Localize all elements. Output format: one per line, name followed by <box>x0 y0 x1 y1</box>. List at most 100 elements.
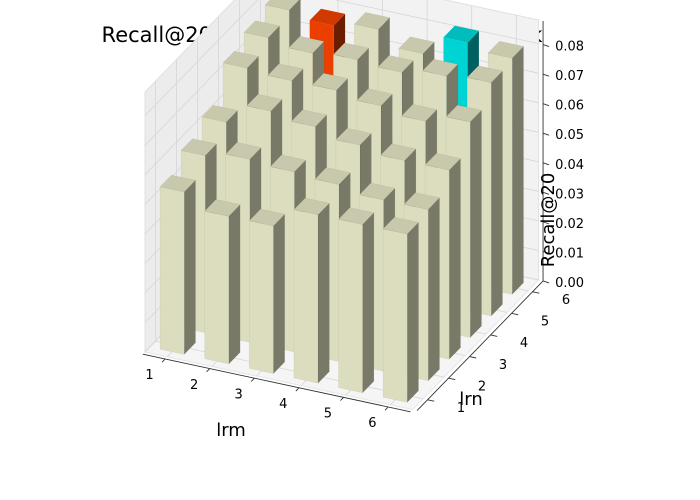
x-axis-label: lrm <box>216 420 246 441</box>
z-tick-mark <box>542 44 550 48</box>
z-tick-mark <box>542 132 550 136</box>
z-tick-mark <box>542 250 550 254</box>
bar-top-face <box>443 25 479 43</box>
axes <box>142 20 550 413</box>
y-tick-label: 6 <box>562 293 570 308</box>
bar-top-face <box>225 142 262 160</box>
x-tick-label: 6 <box>368 416 376 431</box>
x-tick-label: 4 <box>279 397 287 412</box>
bar-top-face <box>487 40 524 59</box>
bar-top-face <box>264 0 300 11</box>
bar-top-face <box>180 138 217 156</box>
bar-top-face <box>403 192 440 210</box>
z-axis-label: Recall@20 <box>538 173 559 268</box>
bar-top-face <box>422 58 459 77</box>
bar-front-face <box>382 228 408 403</box>
bar-front-face <box>293 209 319 384</box>
bar-side-face <box>469 109 482 339</box>
x-tick-label: 2 <box>190 378 198 393</box>
bar <box>382 216 419 404</box>
x-tick-mark <box>250 377 255 382</box>
z-tick-label: 0.05 <box>555 128 584 143</box>
bar <box>159 174 196 356</box>
bar-top-face <box>201 105 238 123</box>
bar-top-face <box>222 50 259 69</box>
z-tick-label: 0.01 <box>555 246 584 261</box>
bar <box>293 197 330 384</box>
bar-top-face <box>311 73 349 91</box>
y-tick-label: 2 <box>478 379 486 394</box>
x-axis-line <box>142 353 411 413</box>
bar-top-face <box>248 208 286 227</box>
bar-top-face <box>353 12 391 30</box>
bar-top-face <box>332 42 370 60</box>
bar-top-face <box>204 199 241 217</box>
bar-top-face <box>338 207 375 225</box>
y-tick-label: 5 <box>541 315 549 330</box>
z-tick-label: 0.02 <box>555 217 584 232</box>
bar-top-face <box>466 65 503 83</box>
bar-top-face <box>401 104 438 122</box>
bar-front-face <box>338 218 363 394</box>
y-tick-label: 3 <box>499 358 507 373</box>
bar-top-face <box>314 167 351 185</box>
z-grid-line <box>144 0 539 116</box>
bar-top-face <box>356 88 393 106</box>
bar-side-face <box>317 202 330 384</box>
bar-top-face <box>309 8 346 26</box>
x-tick-mark <box>206 368 211 373</box>
z-tick-label: 0.06 <box>555 99 584 114</box>
y-tick-mark <box>511 312 519 316</box>
bar-top-face <box>335 127 372 146</box>
z-tick-label: 0.08 <box>555 40 584 55</box>
z-tick-mark <box>542 103 550 107</box>
x-tick-label: 3 <box>235 387 243 402</box>
y-tick-mark <box>532 291 540 294</box>
z-tick-label: 0.07 <box>555 69 584 84</box>
y-axis-label: lrn <box>459 389 483 410</box>
x-tick-label: 5 <box>324 407 332 422</box>
bars <box>159 0 524 404</box>
bar-top-face <box>424 153 461 171</box>
bar-side-face <box>448 157 461 360</box>
bar <box>204 199 241 365</box>
y-tick-label: 1 <box>457 401 465 416</box>
bar-top-face <box>243 20 280 38</box>
z-tick-label: 0.03 <box>555 187 584 202</box>
bar-side-face <box>511 45 524 296</box>
bar-top-face <box>288 35 325 54</box>
bar-top-face <box>293 197 330 216</box>
y-grid-line <box>155 81 424 400</box>
bar-side-face <box>406 221 419 404</box>
z-tick-mark <box>542 280 550 284</box>
bar-side-face <box>427 197 440 382</box>
z-tick-mark <box>542 73 550 77</box>
bar-top-face <box>246 93 283 112</box>
y-tick-mark <box>448 377 456 381</box>
z-tick-mark <box>542 162 550 166</box>
y-axis-line <box>416 280 544 411</box>
bar-top-face <box>445 104 482 123</box>
z-tick-mark <box>542 191 550 195</box>
x-tick-label: 1 <box>145 368 153 383</box>
bar-top-face <box>382 216 419 235</box>
bar-side-face <box>228 203 241 365</box>
bar-top-face <box>159 174 196 193</box>
y-tick-label: 4 <box>520 336 528 351</box>
bar-side-face <box>273 213 285 375</box>
bar-side-face <box>490 70 503 317</box>
bar-side-face <box>183 179 196 356</box>
bar-top-face <box>377 55 414 73</box>
bar-front-face <box>249 220 274 374</box>
x-tick-mark <box>161 358 166 363</box>
bar-top-face <box>290 109 328 127</box>
bar-front-face <box>159 186 185 355</box>
bar-front-face <box>204 210 230 365</box>
x-tick-mark <box>340 397 344 401</box>
y-tick-mark <box>427 399 435 402</box>
bar-top-face <box>267 63 304 81</box>
bar-top-face <box>269 154 307 173</box>
bar-top-face <box>398 36 435 54</box>
bar-top-face <box>380 143 417 161</box>
